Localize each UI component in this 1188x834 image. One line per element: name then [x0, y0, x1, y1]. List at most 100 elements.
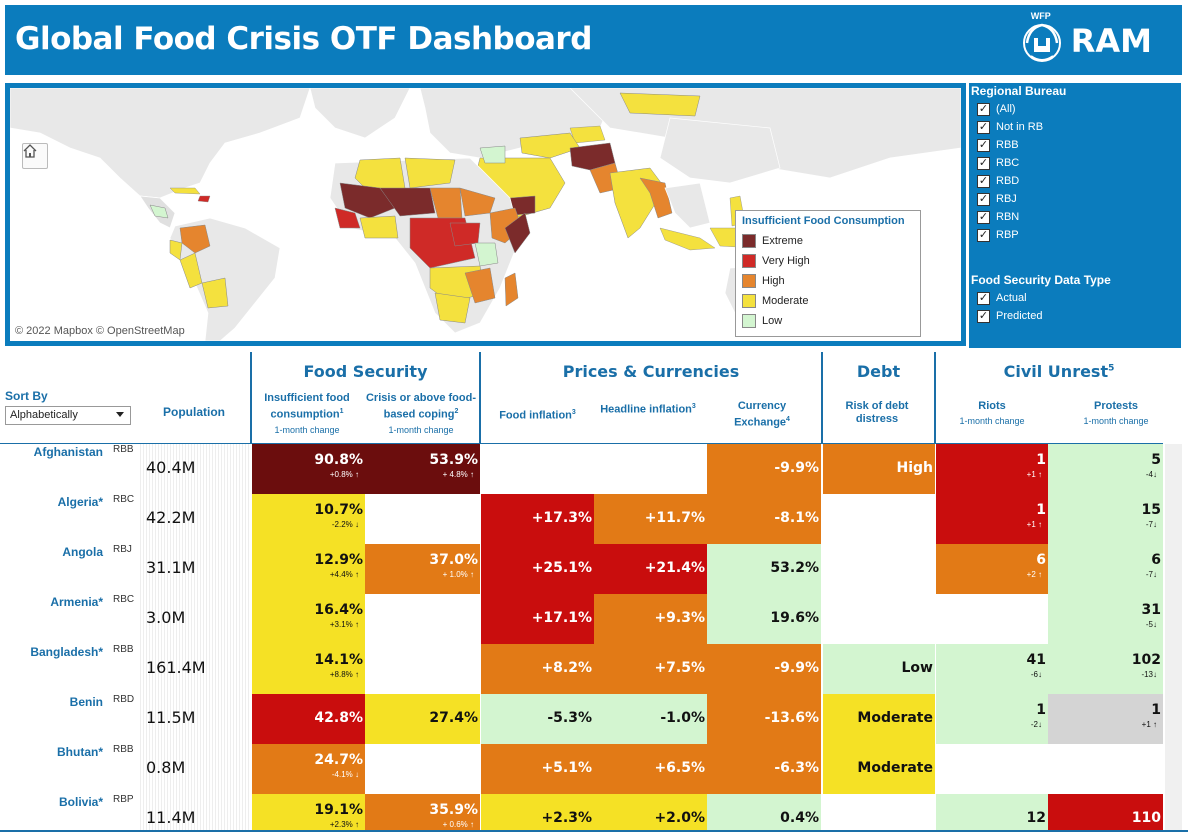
cell-headline-inflation[interactable]: +7.5% — [594, 644, 707, 694]
country-name[interactable]: Armenia* — [50, 595, 103, 609]
cell-food-inflation[interactable]: +2.3% — [481, 794, 594, 830]
table-row[interactable]: Afghanistan RBB 40.4M 90.8% +0.8% ↑ 53.9% + 4.… — [0, 444, 1163, 494]
country-cell[interactable]: Bhutan* RBB — [0, 744, 138, 794]
cell-protests[interactable]: 5 -4↓ — [1048, 444, 1163, 494]
cell-currency[interactable]: 0.4% — [707, 794, 821, 830]
checkbox[interactable]: ✓ — [977, 210, 990, 224]
col-riots[interactable]: Riots 1-month change — [936, 400, 1048, 428]
cell-riots[interactable] — [936, 594, 1048, 644]
cell-headline-inflation[interactable]: -1.0% — [594, 694, 707, 744]
cell-headline-inflation[interactable]: +2.0% — [594, 794, 707, 830]
cell-coping[interactable] — [365, 594, 480, 644]
filter-option[interactable]: ✓ Predicted — [971, 307, 1179, 325]
filter-option[interactable]: ✓ Not in RB — [971, 118, 1179, 136]
cell-debt[interactable] — [823, 594, 935, 644]
table-scrollbar[interactable] — [1165, 444, 1182, 830]
checkbox[interactable]: ✓ — [977, 120, 990, 134]
col-ifc[interactable]: Insufficient food consumption1 1-month c… — [252, 392, 362, 437]
cell-debt[interactable] — [823, 494, 935, 544]
cell-food-inflation[interactable]: +17.1% — [481, 594, 594, 644]
cell-debt[interactable]: Moderate — [823, 694, 935, 744]
cell-food-inflation[interactable]: -5.3% — [481, 694, 594, 744]
map-home-button[interactable] — [22, 143, 48, 169]
country-cell[interactable]: Bolivia* RBP — [0, 794, 138, 830]
filter-option[interactable]: ✓ Actual — [971, 289, 1179, 307]
cell-headline-inflation[interactable]: +11.7% — [594, 494, 707, 544]
cell-ifc[interactable]: 12.9% +4.4% ↑ — [252, 544, 365, 594]
cell-food-inflation[interactable] — [481, 444, 594, 494]
col-population[interactable]: Population — [163, 405, 225, 419]
country-table[interactable]: Afghanistan RBB 40.4M 90.8% +0.8% ↑ 53.9% + 4.… — [0, 444, 1163, 830]
cell-food-inflation[interactable]: +5.1% — [481, 744, 594, 794]
table-row[interactable]: Armenia* RBC 3.0M 16.4% +3.1% ↑ +17.1% +9.3% 19… — [0, 594, 1163, 644]
cell-riots[interactable]: 1 -2↓ — [936, 694, 1048, 744]
legend-item[interactable]: Low — [742, 311, 914, 331]
checkbox[interactable]: ✓ — [977, 174, 990, 188]
col-coping[interactable]: Crisis or above food-based coping2 1-mon… — [365, 392, 477, 437]
table-row[interactable]: Bolivia* RBP 11.4M 19.1% +2.3% ↑ 35.9% + 0.6% … — [0, 794, 1163, 830]
table-row[interactable]: Bhutan* RBB 0.8M 24.7% -4.1% ↓ +5.1% +6.5% -6.3… — [0, 744, 1163, 794]
sort-by-select[interactable]: Alphabetically — [5, 406, 131, 425]
col-currency-exchange[interactable]: Currency Exchange4 — [722, 400, 802, 430]
cell-ifc[interactable]: 16.4% +3.1% ↑ — [252, 594, 365, 644]
cell-riots[interactable]: 41 -6↓ — [936, 644, 1048, 694]
cell-headline-inflation[interactable]: +21.4% — [594, 544, 707, 594]
checkbox[interactable]: ✓ — [977, 291, 990, 305]
checkbox[interactable]: ✓ — [977, 192, 990, 206]
cell-ifc[interactable]: 24.7% -4.1% ↓ — [252, 744, 365, 794]
cell-protests[interactable]: 15 -7↓ — [1048, 494, 1163, 544]
filter-option[interactable]: ✓ RBB — [971, 136, 1179, 154]
cell-coping[interactable] — [365, 494, 480, 544]
cell-riots[interactable]: 1 +1 ↑ — [936, 494, 1048, 544]
cell-coping[interactable]: 35.9% + 0.6% ↑ — [365, 794, 480, 830]
checkbox[interactable]: ✓ — [977, 102, 990, 116]
country-name[interactable]: Angola — [62, 545, 103, 559]
cell-headline-inflation[interactable] — [594, 444, 707, 494]
country-name[interactable]: Algeria* — [57, 495, 103, 509]
checkbox[interactable]: ✓ — [977, 138, 990, 152]
cell-ifc[interactable]: 14.1% +8.8% ↑ — [252, 644, 365, 694]
country-name[interactable]: Bolivia* — [58, 795, 103, 809]
country-cell[interactable]: Algeria* RBC — [0, 494, 138, 544]
table-row[interactable]: Angola RBJ 31.1M 12.9% +4.4% ↑ 37.0% + 1.0% ↑ +… — [0, 544, 1163, 594]
filter-option[interactable]: ✓ (All) — [971, 100, 1179, 118]
country-name[interactable]: Bangladesh* — [30, 645, 103, 659]
cell-debt[interactable]: High — [823, 444, 935, 494]
cell-currency[interactable]: 19.6% — [707, 594, 821, 644]
cell-food-inflation[interactable]: +17.3% — [481, 494, 594, 544]
cell-currency[interactable]: -8.1% — [707, 494, 821, 544]
country-cell[interactable]: Armenia* RBC — [0, 594, 138, 644]
cell-riots[interactable]: 12 — [936, 794, 1048, 830]
filter-option[interactable]: ✓ RBP — [971, 226, 1179, 244]
cell-protests[interactable]: 102 -13↓ — [1048, 644, 1163, 694]
cell-food-inflation[interactable]: +25.1% — [481, 544, 594, 594]
map-attribution[interactable]: © 2022 Mapbox © OpenStreetMap — [15, 325, 185, 337]
world-map[interactable]: © 2022 Mapbox © OpenStreetMap Insufficie… — [10, 88, 961, 341]
filter-option[interactable]: ✓ RBC — [971, 154, 1179, 172]
cell-headline-inflation[interactable]: +6.5% — [594, 744, 707, 794]
checkbox[interactable]: ✓ — [977, 309, 990, 323]
table-row[interactable]: Benin RBD 11.5M 42.8% 27.4% -5.3% -1.0% -13.6% M… — [0, 694, 1163, 744]
cell-riots[interactable]: 6 +2 ↑ — [936, 544, 1048, 594]
cell-coping[interactable]: 27.4% — [365, 694, 480, 744]
legend-item[interactable]: High — [742, 271, 914, 291]
cell-coping[interactable]: 37.0% + 1.0% ↑ — [365, 544, 480, 594]
cell-currency[interactable]: 53.2% — [707, 544, 821, 594]
cell-riots[interactable] — [936, 744, 1048, 794]
cell-coping[interactable] — [365, 744, 480, 794]
cell-food-inflation[interactable]: +8.2% — [481, 644, 594, 694]
country-name[interactable]: Benin — [69, 695, 103, 709]
cell-protests[interactable]: 31 -5↓ — [1048, 594, 1163, 644]
cell-debt[interactable]: Moderate — [823, 744, 935, 794]
cell-protests[interactable]: 6 -7↓ — [1048, 544, 1163, 594]
legend-item[interactable]: Moderate — [742, 291, 914, 311]
table-row[interactable]: Bangladesh* RBB 161.4M 14.1% +8.8% ↑ +8.2% +7.… — [0, 644, 1163, 694]
cell-debt[interactable] — [823, 794, 935, 830]
cell-protests[interactable]: 1 +1 ↑ — [1048, 694, 1163, 744]
col-protests[interactable]: Protests 1-month change — [1060, 400, 1172, 428]
checkbox[interactable]: ✓ — [977, 156, 990, 170]
filter-option[interactable]: ✓ RBN — [971, 208, 1179, 226]
col-debt-distress[interactable]: Risk of debt distress — [845, 400, 909, 425]
table-row[interactable]: Algeria* RBC 42.2M 10.7% -2.2% ↓ +17.3% +11.7%… — [0, 494, 1163, 544]
legend-item[interactable]: Extreme — [742, 231, 914, 251]
